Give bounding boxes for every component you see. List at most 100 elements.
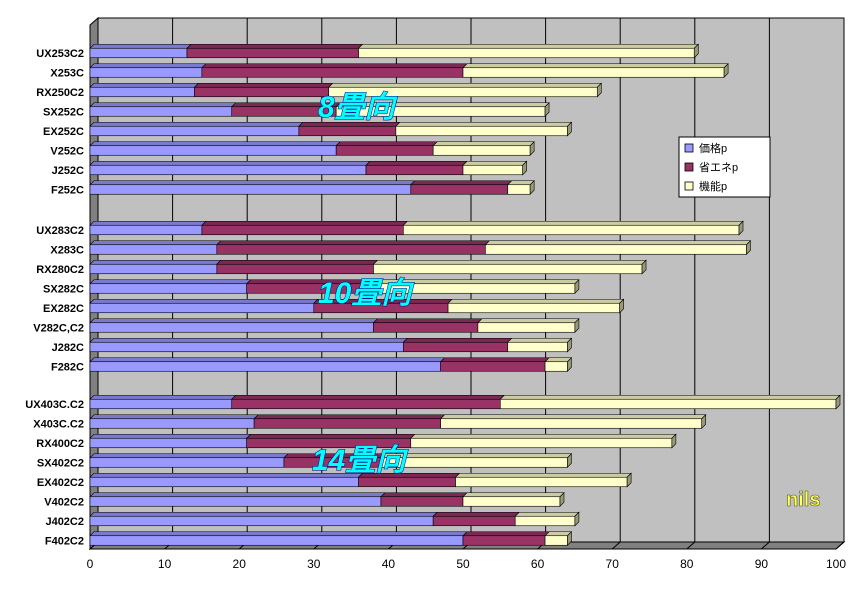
bar-front-face bbox=[216, 263, 374, 275]
bar-end-face bbox=[522, 160, 527, 176]
bar-front-face bbox=[201, 67, 464, 78]
bar-front-face bbox=[201, 224, 404, 236]
bar-segment bbox=[313, 298, 453, 314]
bar-top-face bbox=[499, 394, 841, 400]
bar-front-face bbox=[186, 47, 359, 59]
bar-front-face bbox=[462, 67, 725, 78]
bar-segment bbox=[395, 121, 573, 137]
bar-top-face bbox=[395, 121, 573, 127]
bar-top-face bbox=[89, 220, 207, 226]
gridline-floor bbox=[686, 541, 696, 550]
bar-front-face bbox=[216, 244, 486, 255]
x-tick-label: 20 bbox=[233, 557, 247, 571]
bar-end-face bbox=[723, 63, 729, 78]
bar-segment bbox=[410, 433, 677, 449]
bar-top-face bbox=[365, 160, 468, 166]
x-tick-label: 30 bbox=[307, 557, 321, 571]
bar-top-face bbox=[89, 240, 222, 246]
bar-front-face bbox=[89, 145, 337, 156]
bar-top-face bbox=[439, 357, 550, 363]
bar-end-face bbox=[738, 220, 744, 236]
bar-top-face bbox=[507, 337, 573, 343]
bar-front-face bbox=[89, 67, 203, 78]
bar-segment bbox=[89, 453, 289, 468]
category-label: EX402C2 bbox=[37, 477, 84, 489]
bar-front-face bbox=[89, 224, 203, 236]
bar-top-face bbox=[216, 259, 379, 265]
legend-label: 省エネp bbox=[699, 161, 738, 174]
bar-top-face bbox=[327, 82, 603, 88]
gridline-floor bbox=[761, 541, 770, 550]
bar-end-face bbox=[567, 121, 572, 137]
bar-front-face bbox=[89, 125, 300, 137]
bar-top-face bbox=[89, 82, 200, 88]
bar-end-face bbox=[596, 82, 602, 98]
bar-front-face bbox=[544, 361, 568, 372]
bar-end-face bbox=[559, 492, 565, 507]
bar-top-face bbox=[447, 298, 625, 304]
bar-segment bbox=[402, 220, 744, 236]
bar-top-face bbox=[201, 220, 409, 226]
bar-segment bbox=[201, 63, 468, 78]
bar-segment bbox=[89, 414, 259, 429]
bar-segment bbox=[193, 82, 334, 98]
category-label: X283C bbox=[50, 245, 84, 257]
bar-top-face bbox=[89, 43, 192, 49]
bar-front-face bbox=[89, 476, 359, 488]
bar-top-face bbox=[402, 337, 513, 343]
category-label: UX253C2 bbox=[36, 48, 84, 60]
category-label: SX402C2 bbox=[37, 458, 84, 470]
category-label: J402C2 bbox=[45, 516, 84, 528]
legend-box bbox=[678, 136, 771, 198]
bar-segment bbox=[89, 240, 222, 255]
bar-front-face bbox=[440, 361, 546, 372]
bar-front-face bbox=[89, 341, 404, 353]
bar-front-face bbox=[89, 398, 233, 410]
bar-segment bbox=[89, 511, 438, 527]
bar-segment bbox=[89, 337, 409, 353]
category-label: V282C,C2 bbox=[33, 323, 84, 335]
bar-front-face bbox=[298, 125, 397, 137]
bar-segment bbox=[544, 357, 573, 372]
bar-front-face bbox=[89, 322, 374, 333]
bar-segment bbox=[507, 180, 535, 195]
category-labels: UX253C2 X253C RX250C2 SX252C EX252C V252C J252… bbox=[25, 48, 84, 548]
bar-end-face bbox=[544, 102, 550, 117]
bar-segment bbox=[507, 337, 573, 353]
bar-segment bbox=[89, 259, 222, 275]
bar-end-face bbox=[746, 240, 751, 255]
bar-segment bbox=[335, 141, 438, 156]
bar-top-face bbox=[410, 180, 513, 186]
bar-segment bbox=[432, 141, 535, 156]
bar-front-face bbox=[373, 263, 643, 275]
bar-front-face bbox=[403, 224, 740, 236]
x-tick-label: 100 bbox=[826, 557, 846, 571]
bar-segment bbox=[447, 298, 625, 314]
bar-segment bbox=[372, 279, 580, 294]
bar-segment bbox=[365, 160, 468, 176]
x-tick-label: 10 bbox=[158, 557, 172, 571]
category-label: SX282C bbox=[43, 284, 84, 296]
bar-front-face bbox=[253, 418, 441, 429]
bar-front-face bbox=[507, 184, 531, 195]
bar-top-face bbox=[380, 453, 573, 459]
bar-top-face bbox=[193, 82, 334, 88]
bar-front-face bbox=[462, 535, 546, 546]
bar-front-face bbox=[395, 125, 568, 137]
bar-segment bbox=[89, 43, 192, 59]
category-label: RX250C2 bbox=[36, 87, 84, 99]
bar-end-face bbox=[626, 472, 632, 488]
category-label: X403C.C2 bbox=[33, 419, 84, 431]
bar-segment bbox=[462, 492, 565, 507]
bar-top-face bbox=[514, 511, 580, 517]
bar-top-face bbox=[89, 337, 409, 343]
bar-front-face bbox=[410, 437, 673, 449]
bar-segment bbox=[439, 357, 550, 372]
bar-front-face bbox=[440, 418, 703, 429]
bar-front-face bbox=[365, 164, 464, 176]
bar-segment bbox=[89, 180, 416, 195]
bar-top-face bbox=[454, 472, 632, 478]
category-label: F402C2 bbox=[45, 536, 84, 548]
bar-segment bbox=[327, 82, 603, 98]
bar-segment bbox=[89, 298, 319, 314]
